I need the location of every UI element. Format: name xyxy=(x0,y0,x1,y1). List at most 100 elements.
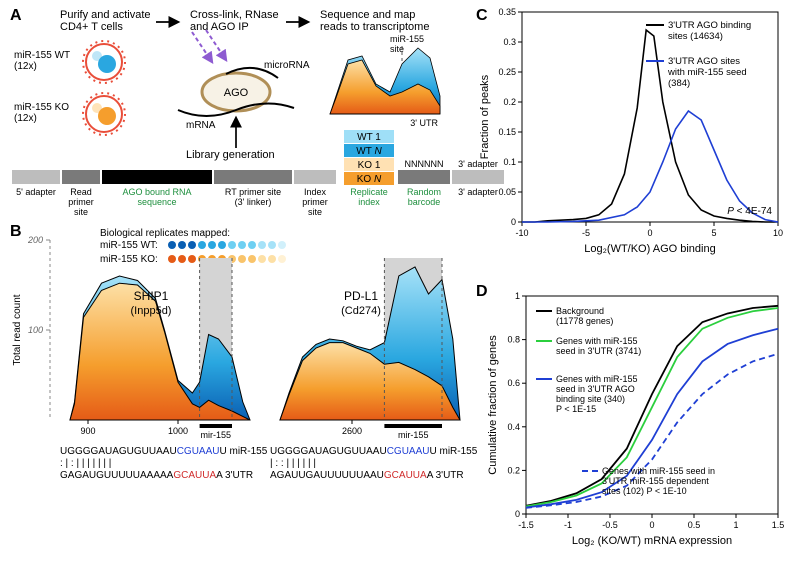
x-tick: 5 xyxy=(711,228,716,238)
legend-dot xyxy=(248,241,256,249)
library-segment-label: RT primer site(3' linker) xyxy=(225,187,281,207)
uv-arrow xyxy=(206,30,226,60)
library-segment-label: 5' adapter xyxy=(16,187,56,197)
y-axis-label: Cumulative fraction of genes xyxy=(487,335,499,475)
genotype-label: miR-155 KO(12x) xyxy=(14,102,69,124)
x-tick: 0 xyxy=(647,228,652,238)
y-tick: 0.35 xyxy=(498,7,516,17)
step-heading: Sequence and mapreads to transcriptome xyxy=(320,9,429,33)
y-tick: 0.05 xyxy=(498,187,516,197)
legend-dot xyxy=(188,255,196,263)
seq-line: GAGAUGUUUUUAAAAAGCAUUAA 3'UTR xyxy=(60,470,253,481)
y-tick: 0.8 xyxy=(507,335,520,345)
library-bar: 5' adapter Readprimersite AGO bound RNAseq… xyxy=(12,159,504,217)
y-tick: 0.2 xyxy=(507,465,520,475)
site-label: mir-155 xyxy=(201,430,232,440)
panel-d: D-1.5-1-0.500.511.500.20.40.60.81Log₂ (K… xyxy=(476,283,784,547)
library-segment xyxy=(294,170,336,184)
y-tick: 0.6 xyxy=(507,378,520,388)
legend-dot xyxy=(188,241,196,249)
cell-icon xyxy=(83,41,125,83)
library-segment xyxy=(62,170,100,184)
readmap-chart: 2600 mir-155 PD-L1 (Cd274) UGGGGAUAGUGUUAAUC… xyxy=(270,258,478,481)
legend-dot xyxy=(238,241,246,249)
panel-c: C-10-5051000.050.10.150.20.250.30.35Log₂… xyxy=(476,7,783,255)
replicate-legend: Biological replicates mapped:miR-155 WT:… xyxy=(100,228,286,265)
y-tick: 0 xyxy=(511,217,516,227)
legend-title: Biological replicates mapped: xyxy=(100,228,230,239)
x-tick: -1.5 xyxy=(518,520,534,530)
chart-title: PD-L1 xyxy=(344,289,378,303)
chart-title: SHIP1 xyxy=(134,289,169,303)
legend-entry: Background(11778 genes) xyxy=(556,306,613,326)
step-heading: Purify and activateCD4+ T cells xyxy=(60,9,151,33)
legend-entry: 3'UTR AGO siteswith miR-155 seed(384) xyxy=(667,56,747,89)
chart-subtitle: (Inpp5d) xyxy=(131,305,172,317)
cell-icon xyxy=(83,93,125,135)
x-tick: 1000 xyxy=(168,426,188,436)
uv-arrow xyxy=(192,32,212,62)
replicate-stack: WT 1 WT N KO 1 KO N Replicateindex xyxy=(344,130,394,207)
y-tick: 0.4 xyxy=(507,422,520,432)
library-segment-toplabel: 3' adapter xyxy=(458,159,498,169)
legend-dot xyxy=(248,255,256,263)
y-tick: 0.3 xyxy=(503,37,516,47)
rep-caption: Replicateindex xyxy=(350,187,388,207)
legend-entry: 3'UTR AGO bindingsites (14634) xyxy=(668,20,751,42)
x-tick: 1.5 xyxy=(772,520,785,530)
x-tick: -5 xyxy=(582,228,590,238)
seq-pairs: : | : | | | | | | | xyxy=(60,458,111,469)
library-gen-label: Library generation xyxy=(186,149,275,161)
rep-stack-label: KO N xyxy=(357,174,382,185)
y-tick: 1 xyxy=(515,291,520,301)
legend-dot xyxy=(238,255,246,263)
legend-dot xyxy=(278,255,286,263)
mini-chart-xlabel: 3' UTR xyxy=(410,118,438,128)
mrna-label: mRNA xyxy=(186,120,216,131)
library-segment xyxy=(12,170,60,184)
seq-line: UGGGGAUAGUGUUAAUCGUAAUU miR-155 xyxy=(270,446,478,457)
seq-line: UGGGGAUAGUGUUAAUCGUAAUU miR-155 xyxy=(60,446,268,457)
legend-dot xyxy=(178,255,186,263)
x-tick: 0.5 xyxy=(688,520,701,530)
mini-readmap: miR-155site3' UTR xyxy=(330,34,440,128)
legend-dot xyxy=(258,255,266,263)
legend-dot xyxy=(208,241,216,249)
y-tick: 200 xyxy=(27,235,43,245)
site-label: mir-155 xyxy=(398,430,429,440)
legend-dot xyxy=(268,241,276,249)
panel-b: B100200Total read countBiological replic… xyxy=(10,223,478,481)
readmap-chart: 9001000mir-155SHIP1(Inpp5d)UGGGGAUAGUGUU… xyxy=(60,258,268,481)
rep-stack-label: WT 1 xyxy=(357,132,381,143)
genotype-label: miR-155 WT(12x) xyxy=(14,50,70,72)
ago-label: AGO xyxy=(224,87,249,99)
y-tick: 100 xyxy=(28,325,43,335)
legend-dot xyxy=(228,241,236,249)
legend-dot xyxy=(168,241,176,249)
library-segment-label: Randombarcode xyxy=(407,187,441,207)
legend-entry: Genes with miR-155 seed in3'UTR miR-155 … xyxy=(602,466,715,496)
legend-row-label: miR-155 WT: xyxy=(100,240,158,251)
x-tick: -10 xyxy=(515,228,528,238)
rep-stack-label: WT N xyxy=(356,146,382,157)
library-segment-label: AGO bound RNAsequence xyxy=(122,187,191,207)
panel-a-label: A xyxy=(10,7,22,24)
microrna-label: microRNA xyxy=(264,60,310,71)
ago-complex: AGO mRNA microRNA Library generation xyxy=(178,30,310,161)
seq-pairs: | : : | | | | | | xyxy=(270,458,316,469)
legend-dot xyxy=(268,255,276,263)
library-segment-label: Readprimersite xyxy=(68,187,94,217)
library-segment-toplabel: NNNNNN xyxy=(405,159,444,169)
x-tick: 10 xyxy=(773,228,783,238)
x-axis-label: Log₂(WT/KO) AGO binding xyxy=(584,243,715,255)
legend-entry: Genes with miR-155seed in 3'UTR AGObindi… xyxy=(556,374,638,414)
panel-a: APurify and activateCD4+ T cellsCross-li… xyxy=(10,7,504,217)
x-tick: 2600 xyxy=(342,426,362,436)
legend-dot xyxy=(178,241,186,249)
y-tick: 0.1 xyxy=(503,157,516,167)
x-tick: -0.5 xyxy=(602,520,618,530)
chart-subtitle: (Cd274) xyxy=(341,305,381,317)
y-tick: 0.25 xyxy=(498,67,516,77)
y-tick: 0.15 xyxy=(498,127,516,137)
rep-stack-label: KO 1 xyxy=(358,160,381,171)
